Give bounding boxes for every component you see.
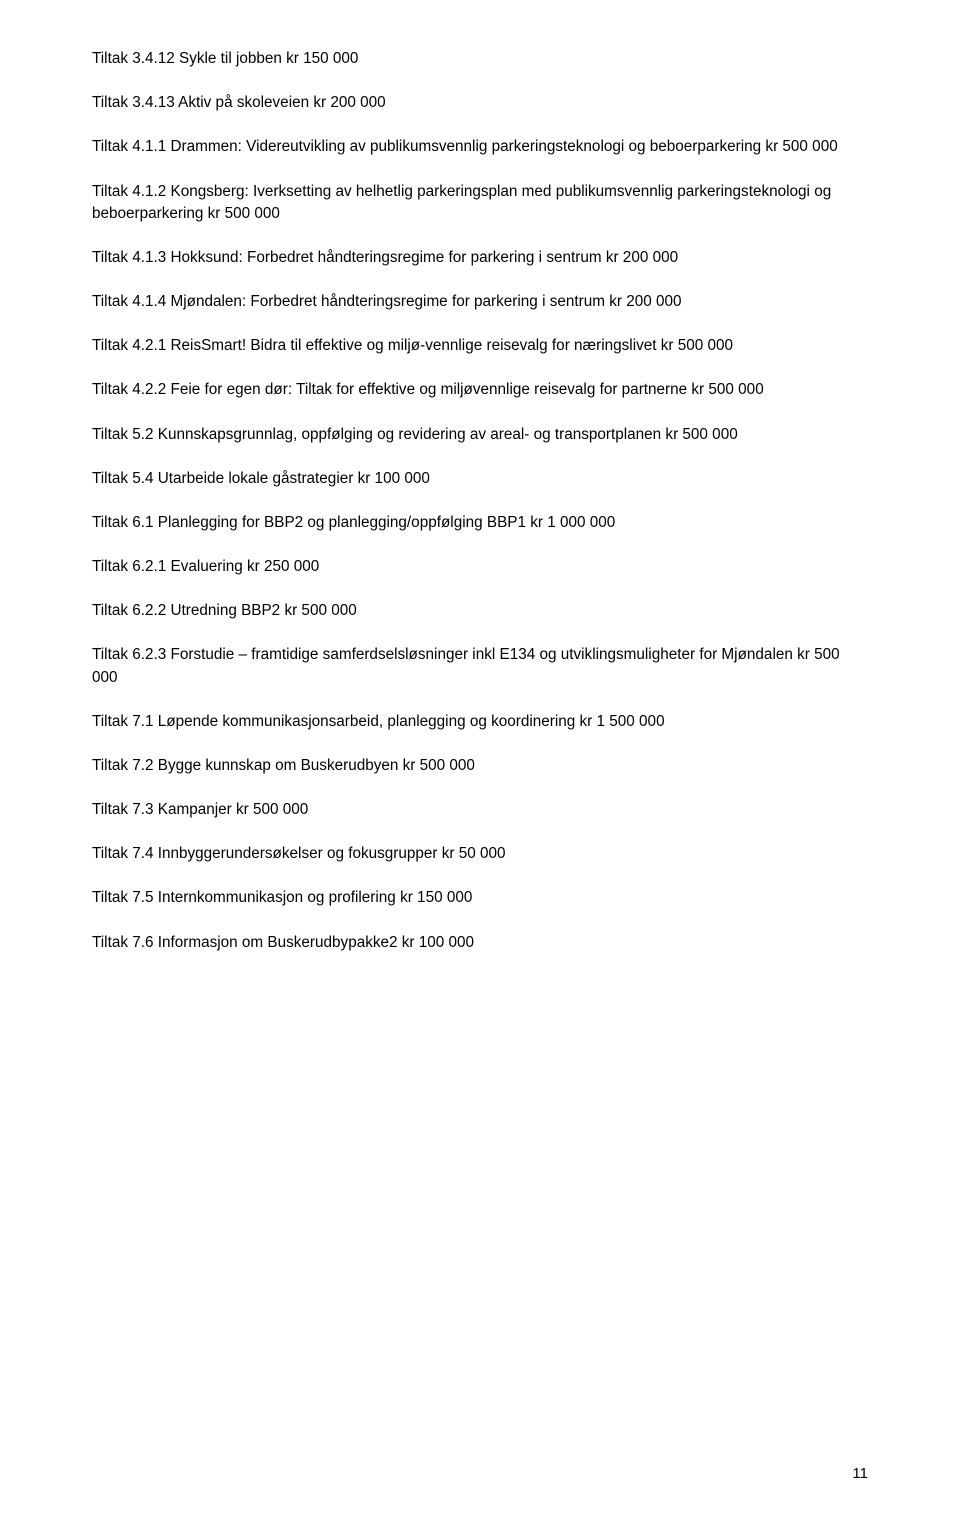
tiltak-line: Tiltak 7.3 Kampanjer kr 500 000 <box>92 799 868 821</box>
tiltak-line: Tiltak 7.5 Internkommunikasjon og profil… <box>92 887 868 909</box>
tiltak-line: Tiltak 7.6 Informasjon om Buskerudbypakk… <box>92 932 868 954</box>
tiltak-line: Tiltak 7.1 Løpende kommunikasjonsarbeid,… <box>92 711 868 733</box>
tiltak-line: Tiltak 6.1 Planlegging for BBP2 og planl… <box>92 512 868 534</box>
tiltak-line: Tiltak 4.1.3 Hokksund: Forbedret håndter… <box>92 247 868 269</box>
tiltak-line: Tiltak 7.4 Innbyggerundersøkelser og fok… <box>92 843 868 865</box>
tiltak-line: Tiltak 4.2.2 Feie for egen dør: Tiltak f… <box>92 379 868 401</box>
tiltak-line: Tiltak 6.2.3 Forstudie – framtidige samf… <box>92 644 868 688</box>
tiltak-line: Tiltak 5.4 Utarbeide lokale gåstrategier… <box>92 468 868 490</box>
tiltak-line: Tiltak 6.2.1 Evaluering kr 250 000 <box>92 556 868 578</box>
tiltak-line: Tiltak 4.1.2 Kongsberg: Iverksetting av … <box>92 181 868 225</box>
tiltak-line: Tiltak 4.1.4 Mjøndalen: Forbedret håndte… <box>92 291 868 313</box>
document-page: Tiltak 3.4.12 Sykle til jobben kr 150 00… <box>0 0 960 1521</box>
tiltak-line: Tiltak 4.2.1 ReisSmart! Bidra til effekt… <box>92 335 868 357</box>
tiltak-line: Tiltak 4.1.1 Drammen: Videreutvikling av… <box>92 136 868 158</box>
tiltak-line: Tiltak 6.2.2 Utredning BBP2 kr 500 000 <box>92 600 868 622</box>
tiltak-line: Tiltak 5.2 Kunnskapsgrunnlag, oppfølging… <box>92 424 868 446</box>
tiltak-line: Tiltak 3.4.13 Aktiv på skoleveien kr 200… <box>92 92 868 114</box>
tiltak-line: Tiltak 3.4.12 Sykle til jobben kr 150 00… <box>92 48 868 70</box>
tiltak-line: Tiltak 7.2 Bygge kunnskap om Buskerudbye… <box>92 755 868 777</box>
page-number: 11 <box>852 1463 868 1485</box>
